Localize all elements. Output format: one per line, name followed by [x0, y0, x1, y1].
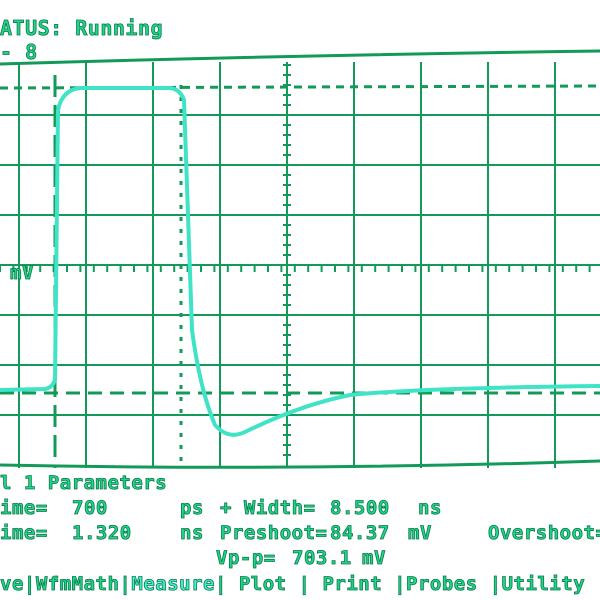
width-label: + Width= — [220, 497, 316, 520]
vpp-label: Vp-p= — [216, 547, 276, 570]
param-row1-unit: ps — [180, 497, 204, 520]
param-row1-label: ime= — [0, 497, 48, 520]
menu-item-utility[interactable]: Utility — [501, 573, 586, 596]
preshoot-unit: mV — [408, 522, 432, 545]
vpp-unit: mV — [362, 547, 386, 570]
overshoot-label: Overshoot= — [488, 522, 600, 545]
width-unit: ns — [418, 497, 442, 520]
waveform-trace — [0, 86, 600, 437]
menu-bar: ve|WfmMath|Measure| Plot | Print |Probes… — [0, 573, 586, 596]
menu-item-wfmmath[interactable]: WfmMath — [35, 573, 120, 596]
param-row1-value: 700 — [72, 497, 108, 520]
param-row2-unit: ns — [180, 522, 204, 545]
width-value: 8.500 — [330, 497, 390, 520]
param-row2-value: 1.320 — [72, 522, 132, 545]
preshoot-value: 84.37 — [330, 522, 390, 545]
preshoot-label: Preshoot= — [220, 522, 328, 545]
grid-line-horizontal — [0, 459, 600, 469]
status-line2: - 8 — [0, 40, 38, 65]
parameters-title: l 1 Parameters — [0, 472, 168, 495]
grid-line-horizontal — [0, 49, 600, 66]
menu-item-measure[interactable]: Measure — [131, 573, 215, 596]
menu-item-print[interactable]: Print — [310, 573, 395, 596]
vertical-scale-label: mV — [10, 262, 34, 285]
menu-item-probes[interactable]: Probes — [406, 573, 490, 596]
status-text: ATUS: Running — [0, 16, 164, 41]
vpp-value: 703.1 — [292, 547, 352, 570]
menu-item-acquire[interactable]: ve — [0, 573, 24, 596]
param-row2-label: ime= — [0, 522, 48, 545]
menu-item-plot[interactable]: Plot — [226, 573, 299, 596]
